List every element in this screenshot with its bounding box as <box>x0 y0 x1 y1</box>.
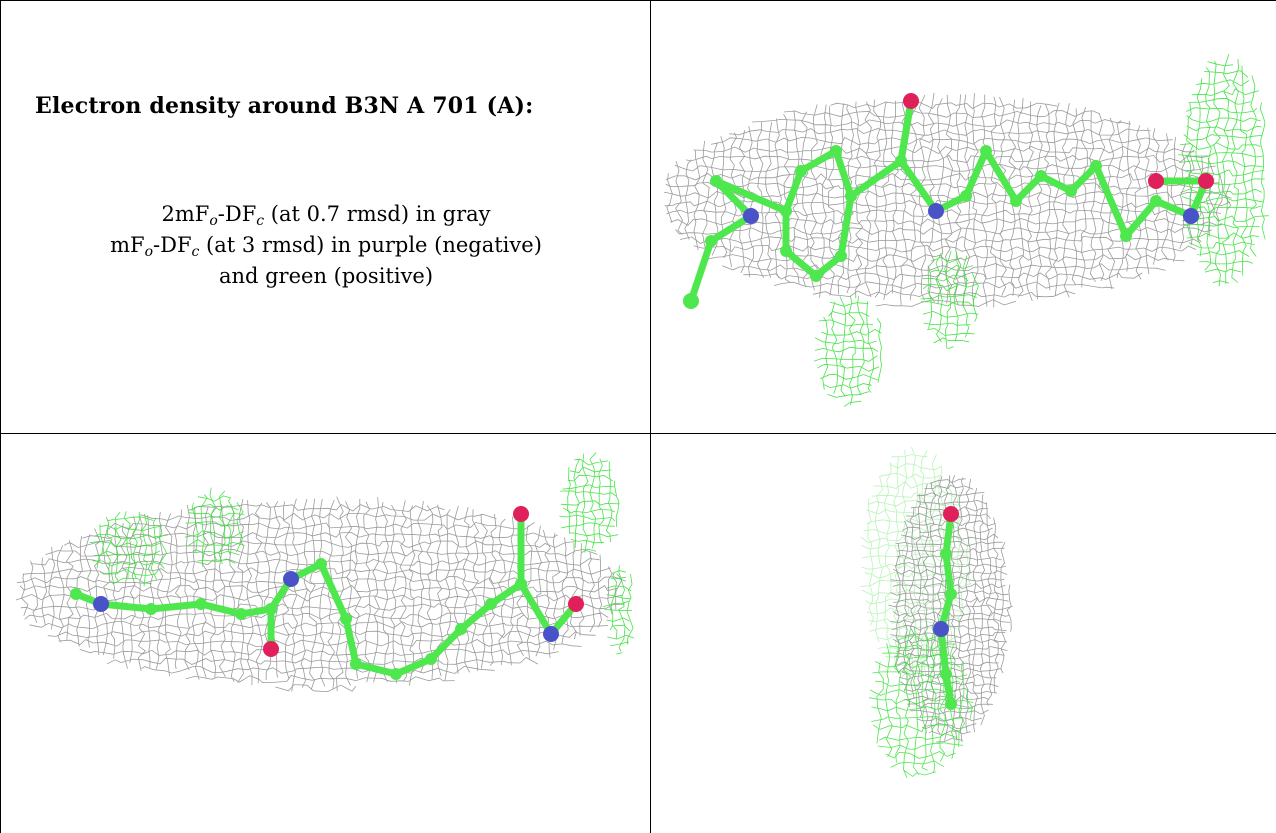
green-density-mesh-edge <box>603 565 635 655</box>
legend-line-fofc-tail: and green (positive) <box>218 264 434 288</box>
caption-cell: Electron density around B3N A 701 (A): 2… <box>1 1 650 433</box>
legend-line-2fofc: 2mFo-DFc (at 0.7 rmsd) in gray <box>161 202 491 229</box>
gray-density-mesh <box>664 92 1232 308</box>
grid-middle-divider <box>0 433 1276 434</box>
green-density-mesh-lower <box>868 627 974 779</box>
density-view-1-canvas <box>664 54 1269 407</box>
grid-top-border <box>0 0 1276 1</box>
ligand-chain-view-2 <box>70 506 584 680</box>
density-view-1 <box>651 1 1276 433</box>
density-view-3-canvas <box>860 446 1013 779</box>
green-density-mesh-middle <box>920 250 979 350</box>
density-view-2 <box>1 434 650 833</box>
ligand-ring-section <box>683 145 857 309</box>
ligand-end-on-view <box>933 506 959 710</box>
green-density-mesh-lower <box>813 295 882 407</box>
grid-center-divider <box>650 0 651 833</box>
ligand-chain-section <box>845 93 1214 242</box>
green-density-mesh-upper <box>184 487 245 567</box>
caption-legend: 2mFo-DFc (at 0.7 rmsd) in gray mFo-DFc (… <box>1 199 650 292</box>
caption-title: Electron density around B3N A 701 (A): <box>35 93 534 119</box>
density-view-2-canvas <box>15 452 635 692</box>
green-density-mesh-right <box>1178 54 1269 287</box>
density-view-3 <box>651 434 1276 833</box>
green-density-mesh-left <box>89 511 168 587</box>
legend-line-fofc: mFo-DFc (at 3 rmsd) in purple (negative) <box>110 233 542 260</box>
gray-density-mesh <box>15 496 627 692</box>
green-density-mesh-sphere <box>559 452 620 554</box>
grid-left-border <box>0 0 1 833</box>
